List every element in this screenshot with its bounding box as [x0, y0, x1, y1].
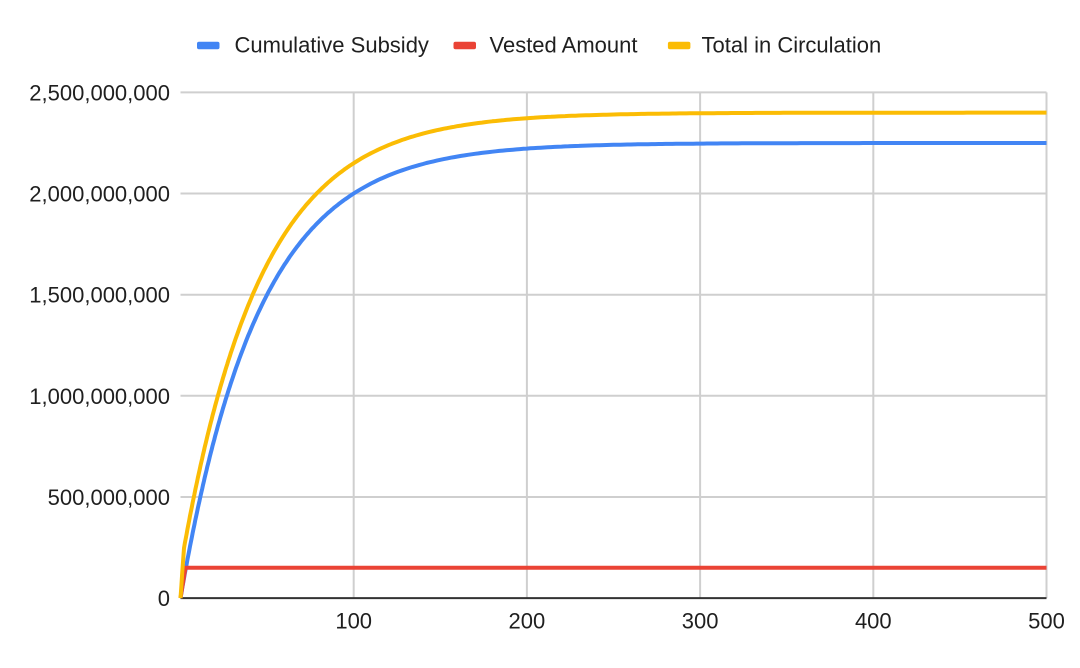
svg-text:1,000,000,000: 1,000,000,000 — [29, 384, 170, 409]
svg-text:500,000,000: 500,000,000 — [48, 485, 170, 510]
svg-text:2,000,000,000: 2,000,000,000 — [29, 182, 170, 207]
svg-text:500: 500 — [1028, 609, 1065, 634]
svg-text:1,500,000,000: 1,500,000,000 — [29, 283, 170, 308]
svg-text:2,500,000,000: 2,500,000,000 — [29, 80, 170, 105]
svg-text:Total in Circulation: Total in Circulation — [702, 33, 882, 58]
svg-text:Cumulative Subsidy: Cumulative Subsidy — [235, 33, 429, 58]
svg-text:200: 200 — [509, 609, 546, 634]
svg-text:400: 400 — [855, 609, 892, 634]
svg-text:0: 0 — [158, 586, 170, 611]
svg-text:Vested Amount: Vested Amount — [490, 33, 638, 58]
svg-text:100: 100 — [335, 609, 372, 634]
svg-text:300: 300 — [682, 609, 719, 634]
